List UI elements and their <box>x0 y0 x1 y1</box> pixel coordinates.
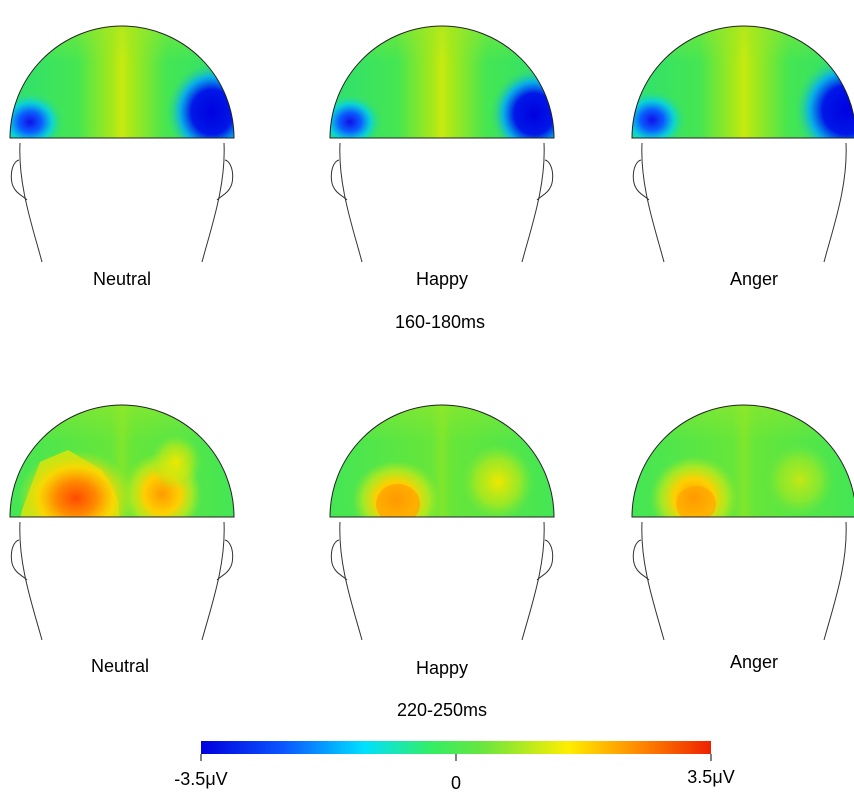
condition-label-neutral-row2: Neutral <box>91 656 149 676</box>
colorbar: -3.5μV 0 3.5μV <box>174 741 735 793</box>
condition-label-anger-row2: Anger <box>730 652 778 672</box>
colorbar-mid-label: 0 <box>451 773 461 793</box>
colorbar-max-label: 3.5μV <box>687 767 734 787</box>
condition-label-anger-row1: Anger <box>730 269 778 289</box>
condition-label-happy-row2: Happy <box>416 658 468 678</box>
head-outline-row2 <box>10 521 847 641</box>
topomap-neutral-220-250 <box>9 404 235 518</box>
colorbar-min-label: -3.5μV <box>174 769 227 789</box>
condition-label-happy-row1: Happy <box>416 269 468 289</box>
topomap-anger-220-250 <box>631 404 854 518</box>
time-window-label-row2: 220-250ms <box>397 700 487 720</box>
condition-label-neutral-row1: Neutral <box>93 269 151 289</box>
topomap-neutral-160-180 <box>9 25 235 139</box>
topomap-happy-220-250 <box>329 404 555 518</box>
topomap-happy-160-180 <box>329 25 555 139</box>
colorbar-gradient <box>201 741 711 754</box>
topomap-anger-160-180 <box>631 25 854 139</box>
head-outline-row1 <box>10 142 847 263</box>
time-window-label-row1: 160-180ms <box>395 312 485 332</box>
